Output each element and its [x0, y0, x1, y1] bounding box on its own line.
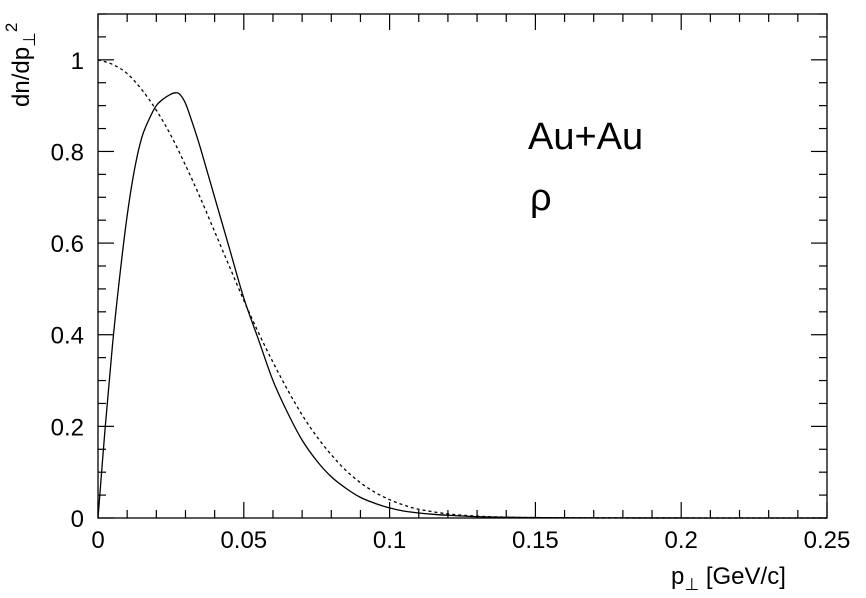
- y-tick-label: 0.4: [51, 323, 84, 350]
- x-axis-title: p⊥ [GeV/c]: [671, 563, 786, 594]
- plot-frame: [97, 13, 828, 519]
- x-tick-label: 0.05: [220, 527, 267, 554]
- y-tick-label: 0: [71, 506, 84, 533]
- y-tick-label: 1: [71, 48, 84, 75]
- y-axis-title: dn/dp⊥2: [2, 23, 39, 107]
- y-tick-label: 0.6: [51, 231, 84, 258]
- series-line-dashed: [97, 59, 828, 519]
- axis-ticks: [97, 13, 828, 519]
- annotation-particle: ρ: [530, 177, 552, 219]
- x-tick-label: 0.2: [665, 527, 698, 554]
- y-tick-label: 0.2: [51, 414, 84, 441]
- x-tick-label: 0.1: [373, 527, 406, 554]
- x-tick-label: 0: [91, 527, 104, 554]
- y-tick-label: 0.8: [51, 139, 84, 166]
- x-tick-label: 0.15: [512, 527, 559, 554]
- annotation-collision: Au+Au: [528, 116, 643, 158]
- series-group: [97, 59, 828, 519]
- axis-tick-labels: 0 0.05 0.1 0.15 0.2 0.25 0 0.2 0.4 0.6 0.8 1: [51, 48, 851, 554]
- x-tick-label: 0.25: [804, 527, 851, 554]
- series-line-solid: [97, 92, 828, 519]
